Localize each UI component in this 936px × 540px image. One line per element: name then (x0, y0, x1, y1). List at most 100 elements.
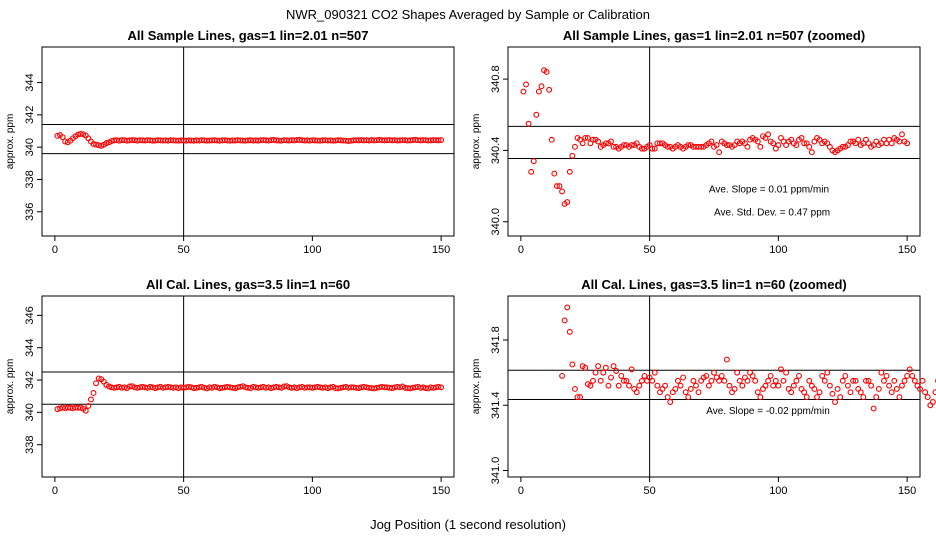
data-point (651, 145, 658, 152)
data-point (741, 374, 748, 381)
data-point (674, 377, 681, 384)
data-point (587, 382, 594, 389)
y-tick-label: 336 (24, 203, 36, 221)
figure-xlabel: Jog Position (1 second resolution) (370, 517, 566, 532)
data-point (731, 385, 738, 392)
plot-frame (507, 46, 921, 237)
data-point (904, 372, 911, 379)
data-point (569, 152, 576, 159)
data-point (767, 372, 774, 379)
data-point (662, 382, 669, 389)
data-point (914, 382, 921, 389)
y-tick-label: 342 (24, 106, 36, 124)
data-point (829, 390, 836, 397)
data-point (806, 377, 813, 384)
data-point (535, 88, 542, 95)
data-point (664, 143, 671, 150)
data-point (814, 394, 820, 401)
data-point (917, 385, 923, 392)
data-point (566, 168, 573, 175)
data-point (785, 385, 792, 392)
data-point (564, 199, 571, 206)
data-point (602, 364, 609, 371)
data-point (638, 377, 645, 384)
data-point (582, 364, 589, 371)
data-point (569, 361, 576, 368)
y-tick-label: 346 (24, 306, 36, 324)
data-point (590, 136, 596, 143)
data-point (716, 149, 723, 156)
data-point (899, 131, 905, 138)
annotation: Ave. Slope = -0.02 ppm/min (706, 406, 830, 417)
data-point (837, 394, 844, 401)
data-point (435, 137, 442, 144)
data-point (559, 372, 566, 379)
data-point (839, 377, 846, 384)
data-point (808, 149, 815, 156)
data-point (543, 69, 550, 75)
data-point (911, 377, 918, 384)
panel-cal-lines-zoomed: All Cal. Lines, gas=3.5 lin=1 n=60 (zoom… (471, 277, 936, 497)
data-point (927, 402, 934, 409)
data-point (693, 382, 699, 389)
data-point (888, 140, 895, 147)
data-point (628, 142, 635, 149)
data-point (595, 363, 602, 370)
data-point (626, 382, 632, 389)
data-point (759, 385, 766, 392)
data-point (525, 120, 532, 127)
data-point (87, 396, 94, 403)
data-point (834, 385, 841, 392)
data-point (754, 389, 761, 396)
data-point (147, 383, 154, 390)
y-tick-label: 338 (24, 170, 36, 188)
data-point (798, 385, 805, 392)
data-point (649, 377, 656, 384)
data-point (713, 142, 720, 149)
data-point (770, 382, 777, 389)
data-point (602, 140, 609, 147)
x-tick-label: 0 (518, 244, 524, 256)
data-point (641, 372, 648, 379)
data-point (803, 394, 810, 401)
data-point (711, 369, 717, 376)
data-point (651, 369, 658, 376)
data-point (620, 377, 627, 384)
data-point (847, 389, 854, 396)
data-point (574, 394, 581, 401)
annotation: Ave. Slope = 0.01 ppm/min (709, 184, 829, 195)
data-point (713, 374, 720, 381)
data-point (772, 377, 779, 384)
data-point (530, 158, 537, 165)
data-point (690, 377, 697, 384)
figure-title: NWR_090321 CO2 Shapes Averaged by Sample… (286, 7, 650, 22)
data-point (855, 385, 862, 392)
data-point (723, 142, 730, 149)
y-axis-label: approx. ppm (5, 359, 16, 415)
data-point (886, 382, 893, 389)
data-point (860, 394, 867, 401)
data-point (680, 374, 687, 381)
x-tick-label: 100 (303, 485, 321, 497)
data-point (919, 377, 926, 384)
data-point (520, 88, 527, 95)
data-point (878, 369, 885, 376)
data-point (744, 143, 751, 150)
data-point (553, 183, 560, 190)
data-point (577, 394, 584, 401)
data-point (922, 389, 929, 396)
panel-cal-lines: All Cal. Lines, gas=3.5 lin=1 n=60 0 50 100… (5, 277, 455, 497)
data-point (765, 131, 772, 138)
data-point (726, 382, 733, 389)
data-point (698, 143, 705, 150)
data-point (211, 383, 218, 390)
data-point (551, 170, 558, 177)
data-point (105, 383, 112, 390)
data-point (59, 134, 66, 141)
panel-sample-lines: All Sample Lines, gas=1 lin=2.01 n=507 0 5… (5, 28, 455, 256)
x-tick-label: 150 (432, 244, 450, 256)
data-point (736, 377, 743, 384)
data-point (832, 399, 838, 405)
data-point (790, 382, 797, 389)
data-point (703, 372, 710, 379)
